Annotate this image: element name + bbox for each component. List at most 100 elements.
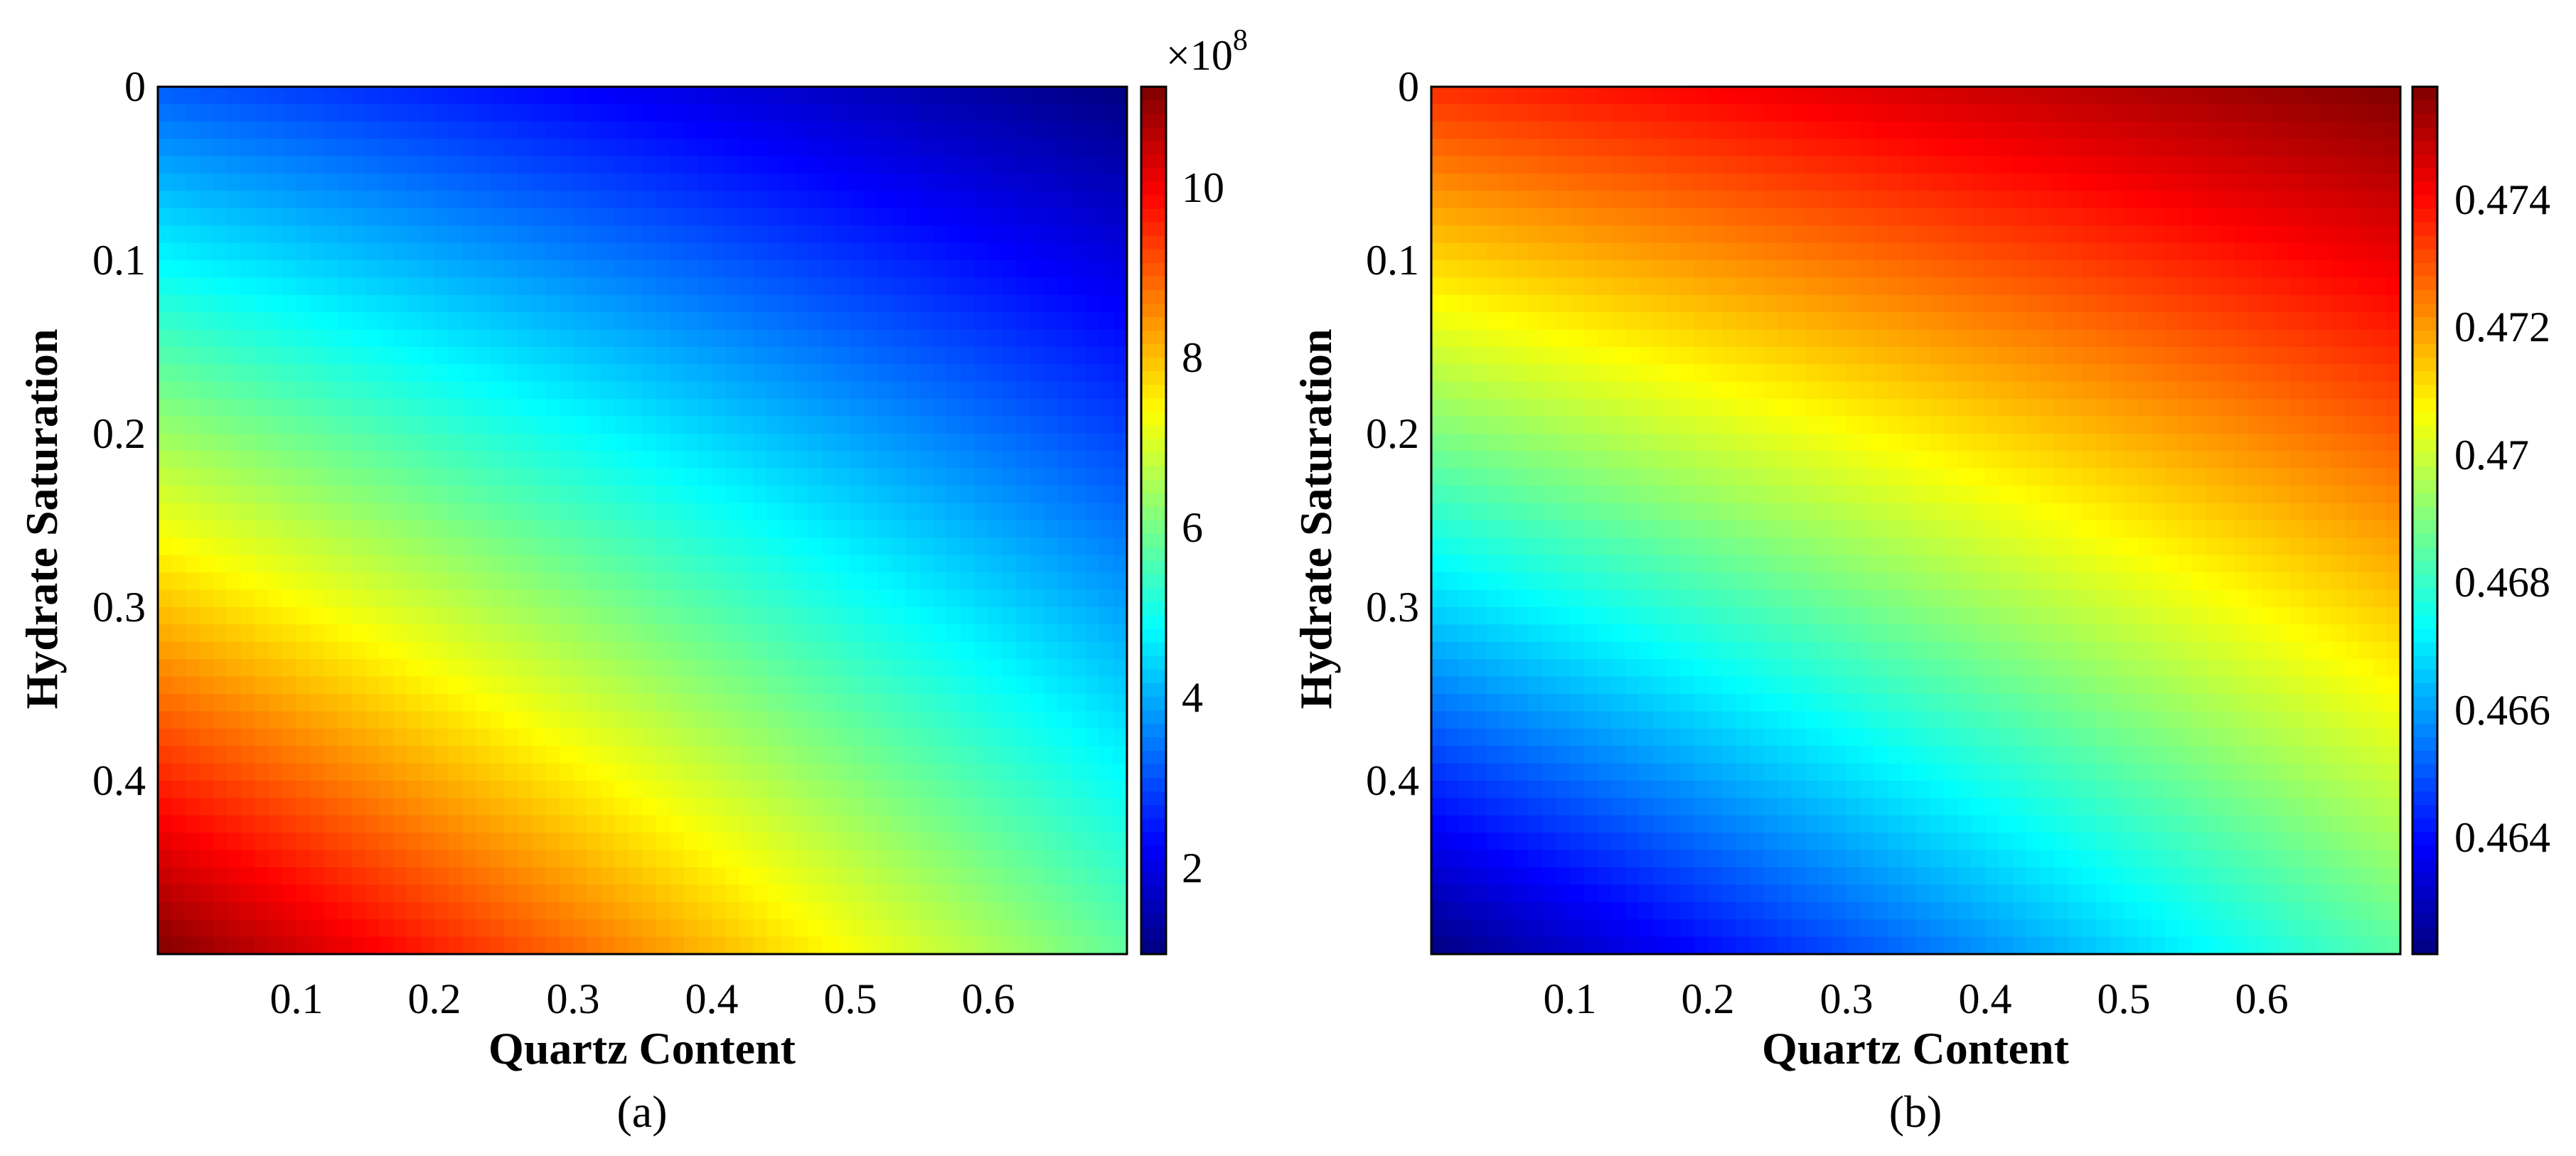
- heatmap-cell: [794, 537, 809, 556]
- heatmap-cell: [310, 225, 325, 244]
- heatmap-cell: [656, 399, 671, 417]
- heatmap-cell: [2234, 173, 2249, 192]
- heatmap-cell: [670, 624, 685, 643]
- heatmap-cell: [1473, 173, 1487, 192]
- heatmap-cell: [601, 399, 616, 417]
- heatmap-cell: [1583, 156, 1598, 174]
- heatmap-cell: [158, 104, 173, 122]
- heatmap-cell: [766, 503, 782, 521]
- heatmap-cell: [365, 156, 380, 174]
- heatmap-cell: [1528, 434, 1543, 452]
- heatmap-cell: [2040, 329, 2056, 348]
- heatmap-cell: [850, 191, 865, 209]
- heatmap-cell: [227, 364, 242, 382]
- heatmap-cell: [503, 884, 519, 903]
- heatmap-cell: [1085, 329, 1100, 348]
- heatmap-cell: [1016, 520, 1031, 539]
- heatmap-cell: [462, 468, 477, 486]
- heatmap-cell: [434, 867, 449, 886]
- heatmap-cell: [1541, 277, 1557, 296]
- heatmap-cell: [476, 329, 491, 348]
- heatmap-cell: [822, 607, 837, 626]
- heatmap-cell: [1680, 139, 1695, 157]
- heatmap-cell: [766, 294, 782, 313]
- heatmap-cell: [310, 763, 325, 781]
- heatmap-cell: [518, 434, 533, 452]
- heatmap-cell: [365, 121, 380, 139]
- heatmap-cell: [794, 173, 809, 192]
- heatmap-cell: [531, 139, 546, 157]
- colorbar-segment: [1141, 304, 1166, 318]
- heatmap-cell: [1085, 641, 1100, 660]
- heatmap-cell: [794, 936, 809, 955]
- heatmap-cell: [448, 416, 464, 434]
- heatmap-cell: [933, 919, 948, 938]
- heatmap-cell: [420, 399, 436, 417]
- heatmap-cell: [2373, 173, 2388, 192]
- heatmap-cell: [2373, 104, 2388, 122]
- heatmap-cell: [946, 225, 962, 244]
- heatmap-cell: [393, 260, 408, 279]
- heatmap-cell: [864, 520, 879, 539]
- heatmap-cell: [2317, 416, 2332, 434]
- heatmap-cell: [1694, 416, 1709, 434]
- heatmap-cell: [974, 798, 990, 816]
- heatmap-cell: [1929, 364, 1945, 382]
- heatmap-cell: [296, 607, 311, 626]
- heatmap-cell: [1999, 156, 2014, 174]
- heatmap-cell: [974, 294, 990, 313]
- heatmap-cell: [462, 763, 477, 781]
- heatmap-cell: [683, 746, 699, 764]
- heatmap-cell: [434, 694, 449, 712]
- heatmap-cell: [1445, 139, 1460, 157]
- heatmap-cell: [503, 329, 519, 348]
- heatmap-cell: [1611, 87, 1626, 105]
- heatmap-cell: [1680, 104, 1695, 122]
- heatmap-cell: [282, 624, 297, 643]
- heatmap-cell: [545, 589, 560, 608]
- heatmap-cell: [739, 242, 754, 261]
- heatmap-cell: [559, 676, 574, 695]
- heatmap-cell: [822, 347, 837, 365]
- heatmap-cell: [1805, 242, 1819, 261]
- heatmap-cell: [393, 711, 408, 729]
- heatmap-cell: [864, 191, 879, 209]
- heatmap-cell: [629, 589, 643, 608]
- heatmap-cell: [1514, 434, 1529, 452]
- heatmap-cell: [1486, 312, 1502, 331]
- heatmap-cell: [864, 260, 879, 279]
- heatmap-cell: [434, 294, 449, 313]
- heatmap-cell: [933, 364, 948, 382]
- heatmap-cell: [531, 191, 546, 209]
- heatmap-cell: [1556, 191, 1571, 209]
- heatmap-cell: [1652, 364, 1667, 382]
- heatmap-cell: [2164, 381, 2180, 400]
- heatmap-cell: [1583, 139, 1598, 157]
- heatmap-cell: [1791, 260, 1806, 279]
- heatmap-cell: [1057, 798, 1072, 816]
- heatmap-cell: [905, 503, 920, 521]
- heatmap-cell: [338, 364, 353, 382]
- heatmap-cell: [2026, 87, 2041, 105]
- heatmap-cell: [629, 936, 643, 955]
- heatmap-cell: [1999, 294, 2014, 313]
- heatmap-cell: [434, 277, 449, 296]
- heatmap-cell: [462, 555, 477, 573]
- heatmap-cell: [503, 87, 519, 105]
- heatmap-cell: [2137, 381, 2152, 400]
- heatmap-cell: [503, 607, 519, 626]
- heatmap-cell: [919, 208, 934, 226]
- heatmap-cell: [601, 624, 616, 643]
- heatmap-cell: [351, 520, 366, 539]
- heatmap-cell: [2358, 139, 2373, 157]
- heatmap-cell: [227, 520, 242, 539]
- heatmap-cell: [434, 173, 449, 192]
- heatmap-cell: [1016, 711, 1031, 729]
- heatmap-cell: [711, 624, 727, 643]
- heatmap-cell: [919, 572, 934, 591]
- heatmap-cell: [407, 434, 422, 452]
- heatmap-cell: [988, 347, 1003, 365]
- heatmap-cell: [2317, 225, 2332, 244]
- heatmap-cell: [1071, 798, 1086, 816]
- heatmap-cell: [1749, 121, 1765, 139]
